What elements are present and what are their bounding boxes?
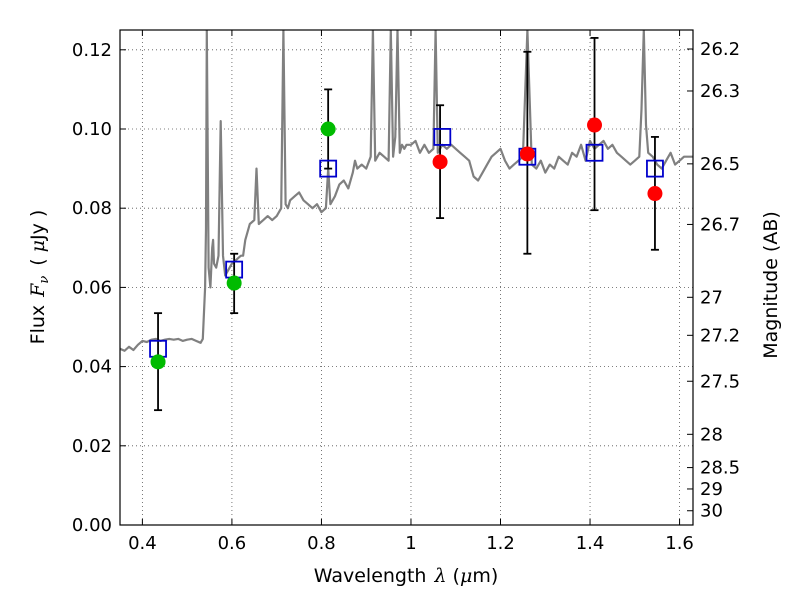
y-tick-label: 0.02: [72, 436, 112, 457]
y-tick-label: 0.00: [72, 515, 112, 536]
nir-photometry-point: [519, 146, 535, 162]
optical-photometry-point: [150, 354, 166, 370]
mag-tick-label: 26.5: [700, 154, 740, 175]
model-photometry-square: [646, 159, 664, 178]
data-layer: [120, 30, 693, 412]
x-tick-label: 0.4: [128, 533, 157, 554]
mag-tick-label: 28.5: [700, 458, 740, 479]
x-tick-label: 0.6: [218, 533, 247, 554]
mag-tick-label: 28: [700, 424, 723, 445]
model-photometry-square: [585, 143, 604, 162]
y-tick-label: 0.10: [72, 119, 112, 140]
x-tick-label: 1.4: [576, 533, 605, 554]
ticks: 0.4 0.6 0.8 1 1.2 1.4 1.6 0.00 0.02 0.04 0.06 0.08 0…: [72, 30, 740, 554]
y-axis-title: FluxFν(μJy ): [27, 210, 52, 345]
grid: [120, 30, 693, 526]
mag-tick-label: 26.2: [700, 39, 740, 60]
nir-photometry-point: [647, 186, 663, 202]
nir-photometry-point: [587, 117, 603, 133]
mag-tick-label: 30: [700, 501, 723, 522]
model-photometry-square: [433, 128, 452, 146]
y2-axis-title: Magnitude (AB): [760, 211, 782, 359]
y-tick-label: 0.08: [72, 198, 112, 219]
model-photometry-square: [319, 159, 338, 178]
x-tick-label: 1.6: [665, 533, 694, 554]
nir-photometry-point: [432, 154, 448, 170]
plot-frame: [119, 29, 694, 526]
optical-photometry-point: [320, 121, 336, 137]
mag-tick-label: 27: [700, 287, 723, 308]
y-tick-label: 0.12: [72, 40, 112, 61]
mag-tick-label: 27.5: [700, 371, 740, 392]
x-tick-label: 0.8: [307, 533, 336, 554]
optical-photometry-point: [226, 275, 242, 291]
x-axis-title: Wavelength λ (μm): [314, 565, 498, 587]
x-tick-label: 1.2: [486, 533, 515, 554]
y-tick-label: 0.06: [72, 277, 112, 298]
model-spectrum-line: [120, 30, 693, 352]
mag-tick-label: 26.3: [700, 81, 740, 102]
mag-tick-label: 26.7: [700, 214, 740, 235]
y-tick-label: 0.04: [72, 357, 112, 378]
x-tick-label: 1: [405, 533, 416, 554]
mag-tick-label: 27.2: [700, 325, 740, 346]
mag-tick-label: 29: [700, 479, 723, 500]
